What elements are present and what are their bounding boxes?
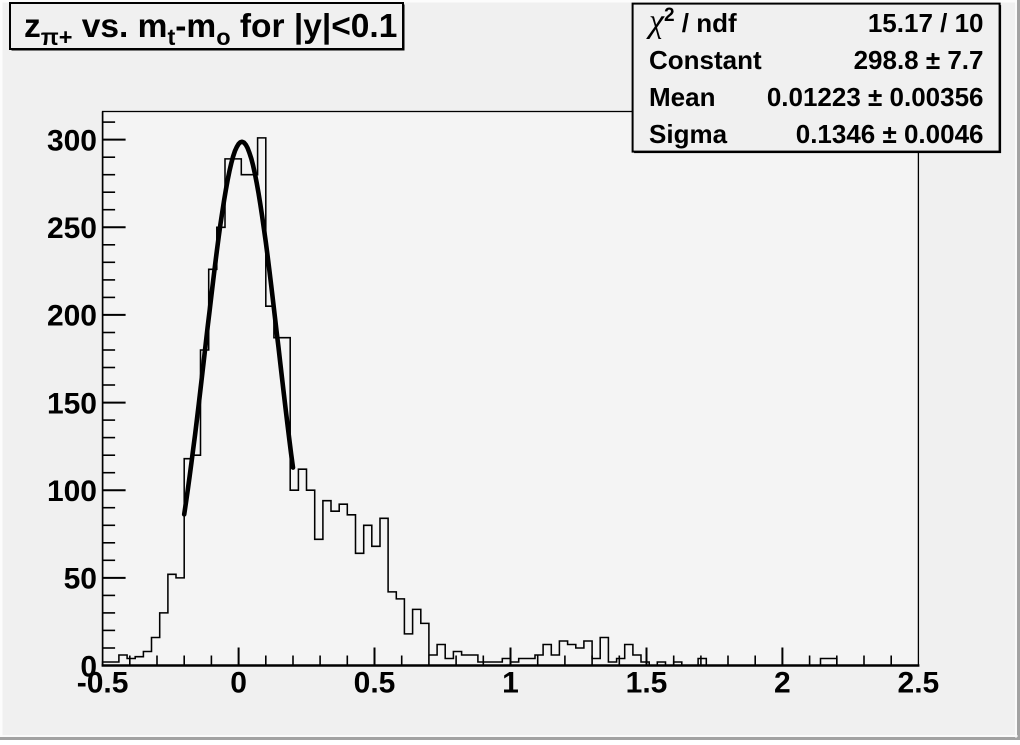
svg-text:-0.5: -0.5 <box>77 667 129 700</box>
svg-text:150: 150 <box>47 387 97 420</box>
svg-text:300: 300 <box>47 124 97 157</box>
svg-text:Mean: Mean <box>649 82 715 112</box>
svg-text:0.01223 ± 0.00356: 0.01223 ± 0.00356 <box>767 82 984 112</box>
svg-text:Sigma: Sigma <box>649 119 728 149</box>
svg-text:200: 200 <box>47 300 97 333</box>
svg-text:0: 0 <box>230 667 247 700</box>
svg-text:15.17 / 10: 15.17 / 10 <box>868 8 984 38</box>
svg-text:250: 250 <box>47 212 97 245</box>
svg-text:0.5: 0.5 <box>354 667 396 700</box>
svg-text:2: 2 <box>774 667 791 700</box>
svg-text:0.1346 ± 0.0046: 0.1346 ± 0.0046 <box>796 119 984 149</box>
svg-text:50: 50 <box>64 563 97 596</box>
svg-text:Constant: Constant <box>649 45 762 75</box>
svg-text:100: 100 <box>47 475 97 508</box>
svg-text:χ2 / ndf: χ2 / ndf <box>646 3 737 40</box>
svg-text:298.8 ± 7.7: 298.8 ± 7.7 <box>854 45 984 75</box>
svg-text:zπ+ vs. mt-mo for |y|<0.1: zπ+ vs. mt-mo for |y|<0.1 <box>24 8 397 50</box>
svg-text:0: 0 <box>80 650 97 683</box>
svg-text:1.5: 1.5 <box>626 667 668 700</box>
svg-text:1: 1 <box>502 667 519 700</box>
svg-text:2.5: 2.5 <box>898 667 940 700</box>
